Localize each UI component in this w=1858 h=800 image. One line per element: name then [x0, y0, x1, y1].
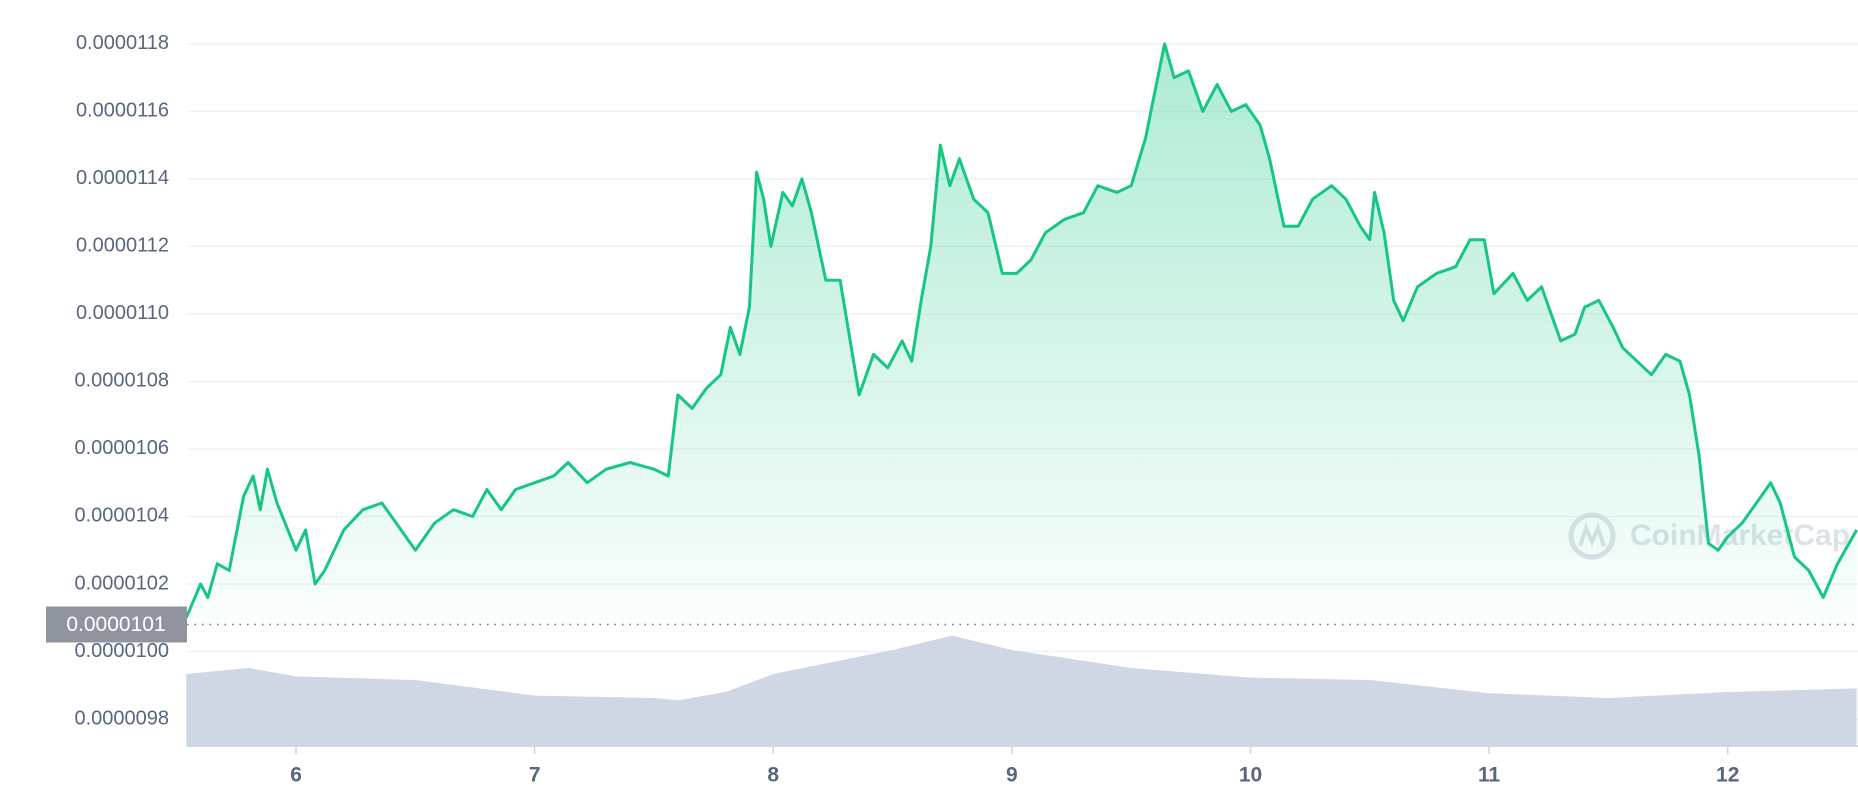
axes: 0.0000098 0.0000100 0.0000102 0.0000104 0.00… [46, 32, 1858, 787]
plot [184, 42, 1858, 626]
x-tick-label: 11 [1478, 764, 1501, 787]
y-tick-label: 0.0000116 [76, 100, 169, 122]
x-tick-label: 10 [1239, 764, 1262, 787]
price-area [186, 43, 1857, 626]
y-tick-label: 0.0000106 [74, 437, 169, 459]
y-tick-label: 0.0000102 [74, 572, 169, 594]
x-tick-label: 9 [1006, 764, 1018, 787]
x-tick-label: 8 [767, 764, 779, 787]
y-tick-label: 0.0000100 [74, 640, 169, 662]
y-tick-label: 0.0000098 [74, 707, 169, 729]
volume-area [186, 635, 1857, 746]
y-tick-label: 0.0000112 [76, 235, 169, 257]
volume-layer [186, 635, 1857, 746]
x-tick-label: 7 [529, 764, 541, 787]
price-line [184, 42, 1858, 619]
y-tick-label: 0.0000118 [76, 32, 169, 54]
current-price-badge [46, 606, 187, 643]
y-tick-label: 0.0000108 [74, 370, 169, 392]
x-tick-label: 6 [290, 764, 302, 787]
y-tick-label: 0.0000104 [74, 505, 169, 527]
y-tick-label: 0.0000114 [76, 167, 169, 189]
y-tick-label: 0.0000110 [76, 302, 169, 324]
current-price-label: 0.0000101 [66, 613, 165, 636]
x-tick-label: 12 [1716, 764, 1739, 787]
